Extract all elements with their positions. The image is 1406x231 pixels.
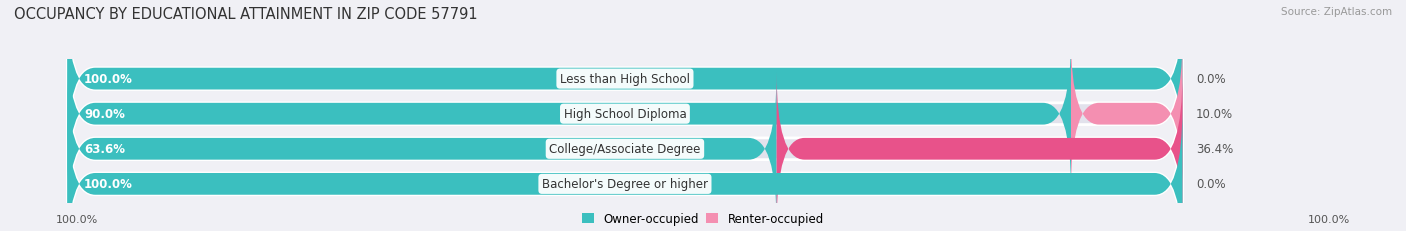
Text: Bachelor's Degree or higher: Bachelor's Degree or higher: [541, 178, 709, 191]
Text: 36.4%: 36.4%: [1197, 143, 1233, 156]
Text: Less than High School: Less than High School: [560, 73, 690, 86]
Text: 100.0%: 100.0%: [56, 214, 98, 225]
Text: Source: ZipAtlas.com: Source: ZipAtlas.com: [1281, 7, 1392, 17]
FancyBboxPatch shape: [776, 73, 1182, 226]
Text: College/Associate Degree: College/Associate Degree: [550, 143, 700, 156]
Text: 100.0%: 100.0%: [1308, 214, 1350, 225]
Text: 0.0%: 0.0%: [1197, 178, 1226, 191]
Text: 63.6%: 63.6%: [84, 143, 125, 156]
FancyBboxPatch shape: [67, 38, 1071, 191]
FancyBboxPatch shape: [67, 73, 776, 226]
Text: 100.0%: 100.0%: [84, 178, 134, 191]
FancyBboxPatch shape: [67, 3, 1182, 156]
Text: High School Diploma: High School Diploma: [564, 108, 686, 121]
FancyBboxPatch shape: [67, 108, 1182, 231]
FancyBboxPatch shape: [67, 38, 1182, 191]
Text: 0.0%: 0.0%: [1197, 73, 1226, 86]
Legend: Owner-occupied, Renter-occupied: Owner-occupied, Renter-occupied: [582, 212, 824, 225]
FancyBboxPatch shape: [67, 3, 1182, 156]
Text: 100.0%: 100.0%: [84, 73, 134, 86]
Text: 10.0%: 10.0%: [1197, 108, 1233, 121]
FancyBboxPatch shape: [1071, 38, 1182, 191]
Text: 90.0%: 90.0%: [84, 108, 125, 121]
FancyBboxPatch shape: [67, 73, 1182, 226]
Text: OCCUPANCY BY EDUCATIONAL ATTAINMENT IN ZIP CODE 57791: OCCUPANCY BY EDUCATIONAL ATTAINMENT IN Z…: [14, 7, 478, 22]
FancyBboxPatch shape: [67, 108, 1182, 231]
